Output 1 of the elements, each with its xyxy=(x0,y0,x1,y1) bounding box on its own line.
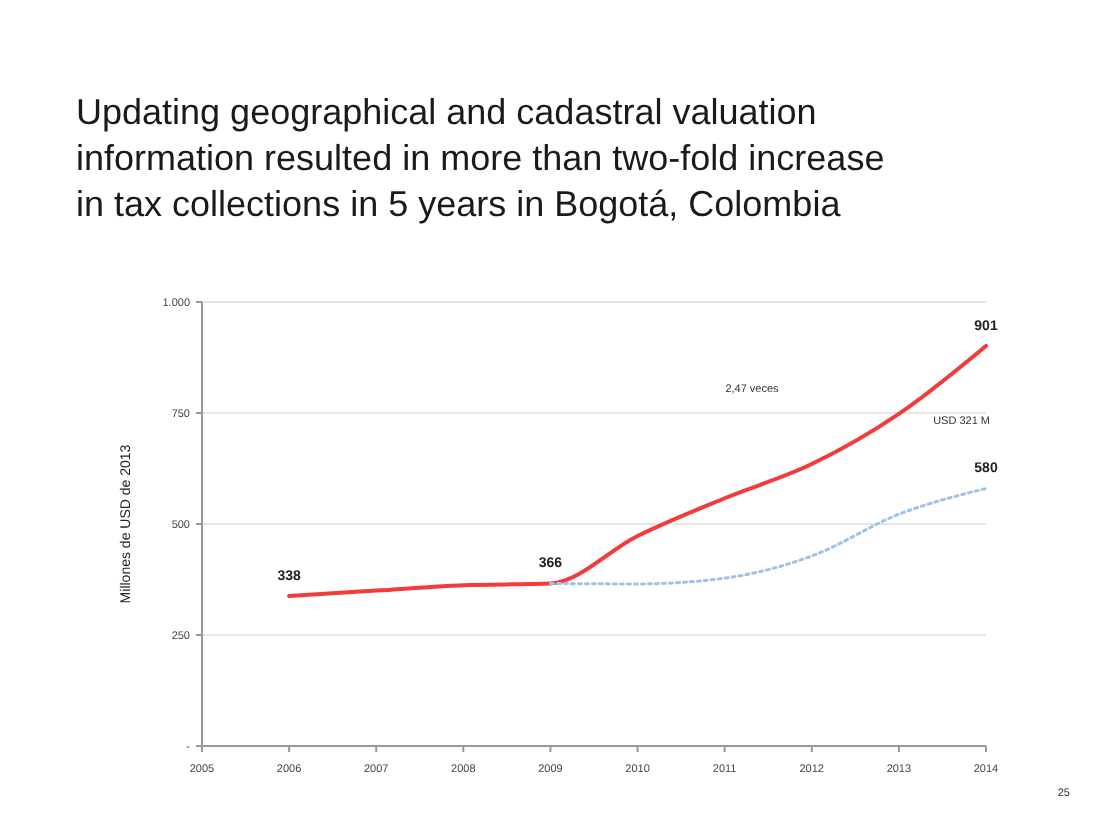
chart-title: Updating geographical and cadastral valuation information resulted in more than two-fold increase in tax collections in 5 years in Bogotá, Colombia xyxy=(76,92,885,224)
